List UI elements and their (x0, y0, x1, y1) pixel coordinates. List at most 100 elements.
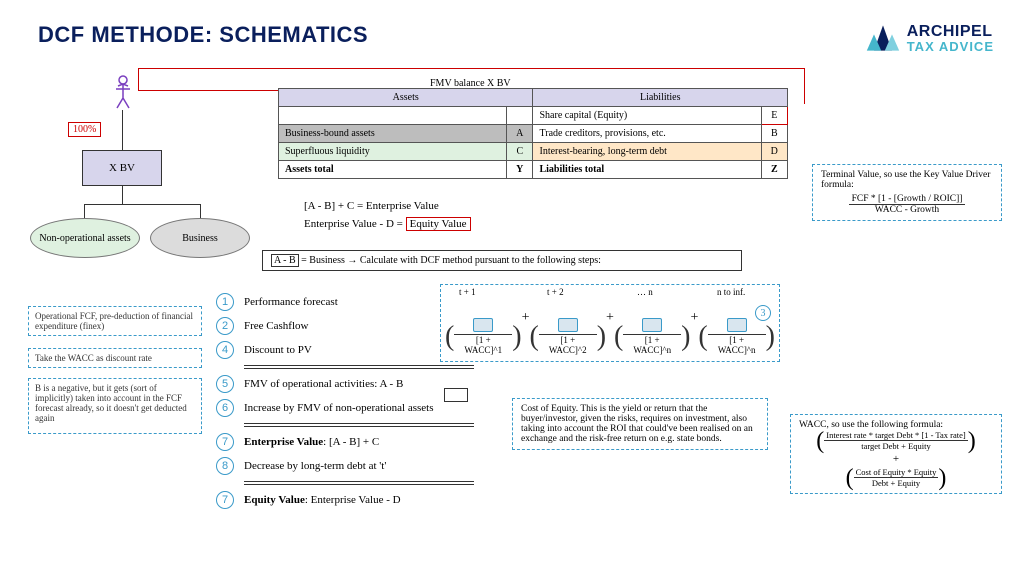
cell: Business-bound assets (279, 125, 507, 143)
step-divider (244, 423, 474, 427)
hdr-assets: Assets (279, 89, 533, 107)
step-number: 6 (216, 399, 234, 417)
step-number: 5 (216, 375, 234, 393)
step-text: Free Cashflow (244, 320, 308, 332)
business-calc-note: A - B = Business → Calculate with DCF me… (262, 250, 742, 271)
connector (122, 110, 123, 150)
dcf-formula: t + 1 t + 2 … n n to inf. 3 ([1 + WACC]^… (440, 284, 780, 362)
tv-title: Terminal Value, so use the Key Value Dri… (821, 170, 993, 190)
step-3-marker: 3 (755, 305, 771, 321)
person-icon (108, 74, 138, 110)
step-text: Decrease by long-term debt at 't' (244, 460, 386, 472)
note-b: B is a negative, but it gets (sort of im… (28, 378, 202, 434)
tv-bot: WACC - Growth (875, 205, 939, 215)
connector-red (138, 90, 278, 91)
cell: Liabilities total (533, 161, 761, 179)
step-row: 7Enterprise Value: [A - B] + C (216, 430, 526, 454)
eqv-box: Equity Value (406, 217, 471, 231)
step-row: 5 FMV of operational activities: A - B (216, 372, 526, 396)
cell: Trade creditors, provisions, etc. (533, 125, 761, 143)
denom: [1 + WACC]^n (708, 334, 766, 355)
period-label: n to inf. (717, 287, 745, 297)
note-cost-of-equity: Cost of Equity. This is the yield or ret… (512, 398, 768, 450)
step-text: Increase by FMV of non-operational asset… (244, 402, 434, 414)
cell (279, 107, 507, 125)
cash-icon (727, 318, 747, 332)
step-number: 7 (216, 491, 234, 509)
step-row: 8 Decrease by long-term debt at 't' (216, 454, 526, 478)
brand-logo: ARCHIPEL TAX ADVICE (865, 20, 994, 56)
cell: Y (507, 161, 533, 179)
logo-line1: ARCHIPEL (907, 24, 994, 40)
term: ([1 + WACC]^n) (698, 318, 775, 355)
biz-rest: = Business → Calculate with DCF method p… (299, 255, 601, 266)
step-text: Performance forecast (244, 296, 338, 308)
cash-icon (642, 318, 662, 332)
eq-equity-value: Enterprise Value - D = Equity Value (304, 218, 471, 230)
step-number: 4 (216, 341, 234, 359)
logo-icon (865, 20, 901, 56)
step-divider (244, 365, 474, 369)
note-terminal-value: Terminal Value, so use the Key Value Dri… (812, 164, 1002, 221)
connector-red (138, 68, 804, 69)
cell: D (761, 143, 787, 161)
term: ([1 + WACC]^1) (445, 318, 522, 355)
step-divider (244, 481, 474, 485)
note-fcf: Operational FCF, pre-deduction of financ… (28, 306, 202, 336)
connector (200, 204, 201, 218)
plus: + (522, 310, 530, 334)
note-wacc: Take the WACC as discount rate (28, 348, 202, 368)
page-title: DCF METHODE: SCHEMATICS (38, 22, 368, 48)
step-number: 1 (216, 293, 234, 311)
cash-icon (558, 318, 578, 332)
w1t: Interest rate * target Debt * [1 - Tax r… (824, 430, 968, 441)
node-business: Business (150, 218, 250, 258)
cell: Interest-bearing, long-term debt (533, 143, 761, 161)
period-label: t + 2 (547, 287, 564, 297)
ab-box: A - B (271, 254, 299, 267)
step-number: 7 (216, 433, 234, 451)
denom: [1 + WACC]^2 (539, 334, 597, 355)
connector-red (804, 68, 805, 104)
step-text: FMV of operational activities: A - B (244, 378, 403, 390)
connector (122, 186, 123, 204)
fmv-box-marker (444, 388, 468, 402)
tv-top: FCF * [1 - [Growth / ROIC]] (849, 194, 966, 205)
w2t: Cost of Equity * Equity (854, 467, 939, 478)
cell (507, 107, 533, 125)
cell: Assets total (279, 161, 507, 179)
connector-red (138, 68, 139, 90)
cell-equity-tag: E (761, 107, 787, 125)
balance-table: Assets Liabilities Share capital (Equity… (278, 88, 788, 179)
cell: A (507, 125, 533, 143)
hdr-liab: Liabilities (533, 89, 788, 107)
wacc-title: WACC, so use the following formula: (799, 420, 993, 430)
entity-box: X BV (82, 150, 162, 186)
node-nonop-assets: Non-operational assets (30, 218, 140, 258)
term: ([1 + WACC]^n) (614, 318, 691, 355)
connector (84, 204, 85, 218)
note-wacc-formula: WACC, so use the following formula: (Int… (790, 414, 1002, 494)
plus: + (691, 310, 699, 334)
eqv-pre: Enterprise Value - D = (304, 218, 406, 230)
cell: B (761, 125, 787, 143)
connector (84, 204, 200, 205)
cell: Superfluous liquidity (279, 143, 507, 161)
term: ([1 + WACC]^2) (529, 318, 606, 355)
logo-line2: TAX ADVICE (907, 40, 994, 53)
step-text: Equity Value: Enterprise Value - D (244, 494, 401, 506)
cell: C (507, 143, 533, 161)
step-number: 8 (216, 457, 234, 475)
plus: + (606, 310, 614, 334)
denom: [1 + WACC]^1 (454, 334, 512, 355)
step-number: 2 (216, 317, 234, 335)
cell: Share capital (Equity) (533, 107, 761, 125)
cash-icon (473, 318, 493, 332)
w1b: target Debt + Equity (861, 441, 931, 451)
step-row: 6 Increase by FMV of non-operational asse… (216, 396, 526, 420)
w2b: Debt + Equity (872, 478, 920, 488)
ownership-pct: 100% (68, 122, 101, 137)
eq-enterprise-value: [A - B] + C = Enterprise Value (304, 200, 439, 212)
denom: [1 + WACC]^n (623, 334, 681, 355)
step-row: 7 Equity Value: Enterprise Value - D (216, 488, 526, 512)
